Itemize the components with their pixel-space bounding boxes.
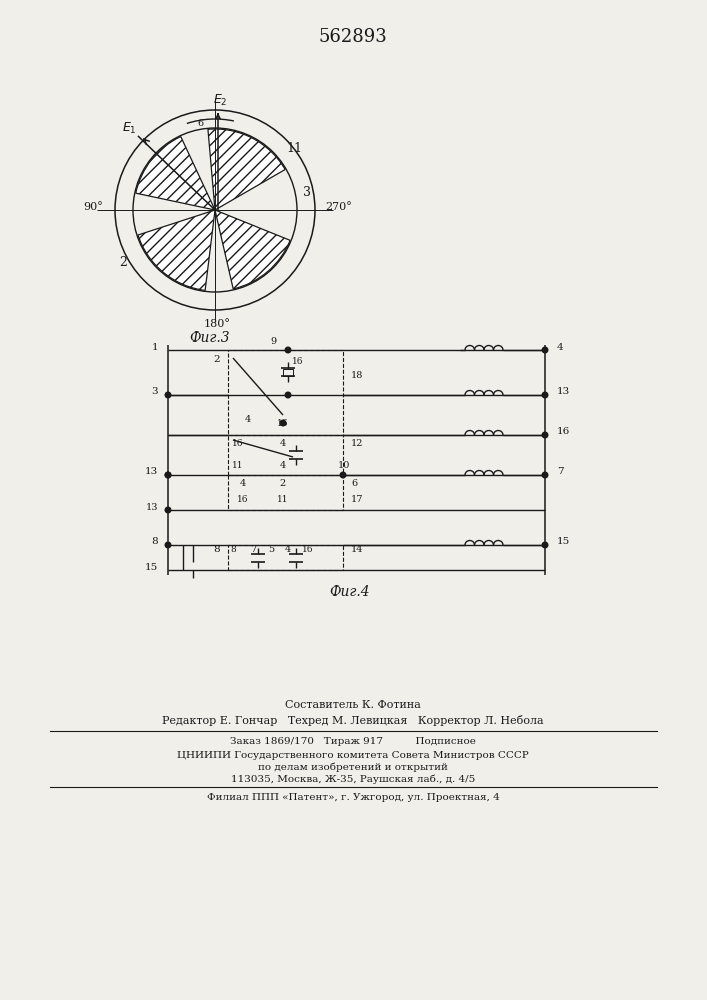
Text: 4: 4 <box>280 438 286 448</box>
Text: 2: 2 <box>280 479 286 488</box>
Text: 16: 16 <box>277 418 288 428</box>
Text: 113035, Москва, Ж-35, Раушская лаб., д. 4/5: 113035, Москва, Ж-35, Раушская лаб., д. … <box>231 774 475 784</box>
Circle shape <box>542 347 548 353</box>
Text: 15: 15 <box>145 562 158 572</box>
Text: Фиг.4: Фиг.4 <box>329 585 370 599</box>
Text: по делам изобретений и открытий: по делам изобретений и открытий <box>258 762 448 772</box>
Text: 6: 6 <box>197 119 203 128</box>
Text: 18: 18 <box>351 371 363 380</box>
Circle shape <box>165 392 171 398</box>
Text: 4: 4 <box>245 416 251 424</box>
Text: 4: 4 <box>280 460 286 470</box>
Circle shape <box>340 472 346 478</box>
Circle shape <box>285 347 291 353</box>
Wedge shape <box>138 210 215 290</box>
Text: 11: 11 <box>277 495 288 504</box>
Text: 13: 13 <box>145 468 158 477</box>
Text: 2: 2 <box>214 356 220 364</box>
Text: 6: 6 <box>351 479 357 488</box>
Text: 8: 8 <box>230 546 236 554</box>
Circle shape <box>165 542 171 548</box>
Bar <box>283 368 293 375</box>
Wedge shape <box>215 210 290 289</box>
Circle shape <box>165 507 171 513</box>
Circle shape <box>542 542 548 548</box>
Text: 11: 11 <box>233 460 244 470</box>
Text: Составитель К. Фотина: Составитель К. Фотина <box>285 700 421 710</box>
Text: Фиг.3: Фиг.3 <box>189 331 230 345</box>
Circle shape <box>542 432 548 438</box>
Text: 13: 13 <box>146 504 158 512</box>
Text: 16: 16 <box>557 428 571 436</box>
Bar <box>228 435 343 475</box>
Circle shape <box>280 420 286 426</box>
Bar <box>228 350 343 435</box>
Circle shape <box>165 472 171 478</box>
Text: 12: 12 <box>351 438 363 448</box>
Text: 4: 4 <box>557 342 563 352</box>
Text: 16: 16 <box>292 358 304 366</box>
Text: 17: 17 <box>351 495 363 504</box>
Text: 2: 2 <box>119 255 127 268</box>
Text: 3: 3 <box>303 186 311 198</box>
Circle shape <box>542 472 548 478</box>
Text: ЦНИИПИ Государственного комитета Совета Министров СССР: ЦНИИПИ Государственного комитета Совета … <box>177 750 529 760</box>
Text: Заказ 1869/170   Тираж 917          Подписное: Заказ 1869/170 Тираж 917 Подписное <box>230 738 476 746</box>
Text: 180°: 180° <box>204 319 230 329</box>
Text: 8: 8 <box>151 538 158 546</box>
Text: 16: 16 <box>233 438 244 448</box>
Text: 7: 7 <box>557 468 563 477</box>
Bar <box>228 545 343 570</box>
Text: 9: 9 <box>270 338 276 347</box>
Text: 13: 13 <box>557 387 571 396</box>
Text: 15: 15 <box>557 538 571 546</box>
Text: 16: 16 <box>238 495 249 504</box>
Circle shape <box>165 472 171 478</box>
Text: Филиал ППП «Патент», г. Ужгород, ул. Проектная, 4: Филиал ППП «Патент», г. Ужгород, ул. Про… <box>206 794 499 802</box>
Text: 16: 16 <box>303 546 314 554</box>
Wedge shape <box>208 129 285 210</box>
Text: 11: 11 <box>286 141 302 154</box>
Text: 8: 8 <box>214 546 220 554</box>
Text: 4: 4 <box>240 479 246 488</box>
Text: 4: 4 <box>285 546 291 554</box>
Text: 270°: 270° <box>326 202 352 212</box>
Text: 10: 10 <box>338 460 351 470</box>
Text: 5: 5 <box>268 546 274 554</box>
Text: 1: 1 <box>151 342 158 352</box>
Bar <box>228 475 343 510</box>
Text: Редактор Е. Гончар   Техред М. Левицкая   Корректор Л. Небола: Редактор Е. Гончар Техред М. Левицкая Ко… <box>162 716 544 726</box>
Text: 562893: 562893 <box>319 28 387 46</box>
Text: $E_1$: $E_1$ <box>122 121 136 136</box>
Circle shape <box>285 392 291 398</box>
Wedge shape <box>136 137 215 210</box>
Circle shape <box>542 392 548 398</box>
Text: 3: 3 <box>151 386 158 395</box>
Text: 14: 14 <box>351 546 363 554</box>
Text: $E_2$: $E_2$ <box>213 92 227 108</box>
Text: 90°: 90° <box>83 202 103 212</box>
Text: 7: 7 <box>250 546 256 554</box>
